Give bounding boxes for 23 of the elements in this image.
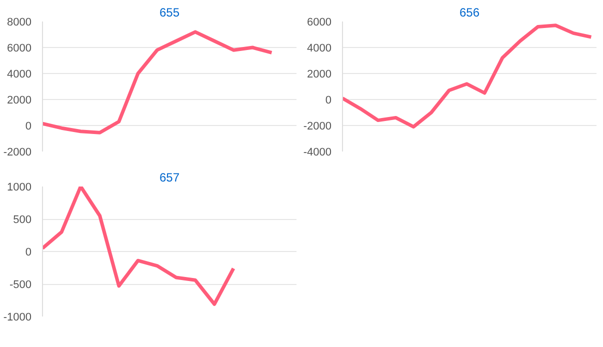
line-series (342, 24, 593, 129)
chart-title: 657 (159, 170, 180, 184)
y-tick-label: 4000 (307, 42, 332, 54)
y-tick-label: 6000 (7, 42, 32, 54)
y-tick-label: 1000 (7, 182, 32, 194)
line-series (42, 186, 236, 306)
chart-title: 656 (459, 6, 480, 20)
y-tick-label: 500 (13, 214, 32, 226)
y-tick-label: 8000 (7, 16, 32, 28)
y-tick-label: -4000 (303, 146, 332, 158)
y-tick-label: -1000 (3, 312, 32, 324)
y-tick-label: 4000 (7, 68, 32, 80)
line-series (42, 30, 274, 134)
y-tick-label: 0 (325, 94, 332, 106)
y-tick-label: -2000 (3, 146, 32, 158)
y-tick-label: 2000 (7, 94, 32, 106)
y-tick-label: 2000 (307, 68, 332, 80)
y-tick-label: -2000 (303, 120, 332, 132)
y-tick-label: 0 (25, 120, 32, 132)
y-tick-label: 0 (25, 246, 32, 258)
y-tick-label: -500 (9, 279, 32, 291)
y-tick-label: 6000 (307, 16, 332, 28)
chart-title: 655 (159, 6, 180, 20)
